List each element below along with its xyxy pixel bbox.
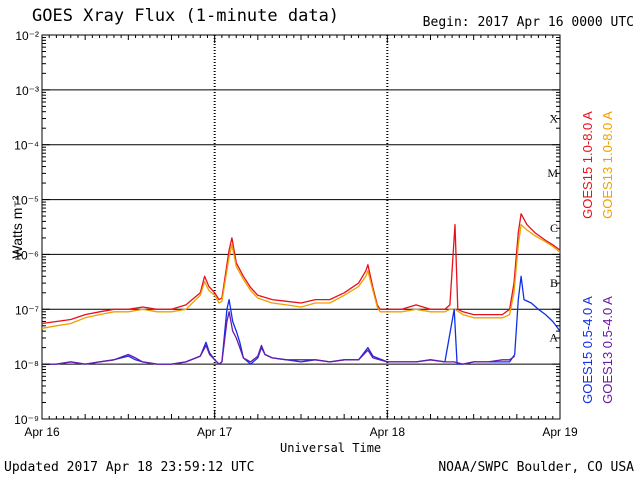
flare-class-label: X <box>549 111 558 125</box>
y-tick-label: 10⁻⁶ <box>14 248 39 262</box>
begin-time-label: Begin: 2017 Apr 16 0000 UTC <box>422 15 634 30</box>
x-tick-label: Apr 19 <box>542 425 578 439</box>
y-axis-label: Watts m⁻² <box>9 195 25 258</box>
x-tick-label: Apr 16 <box>24 425 60 439</box>
series-line <box>41 213 561 325</box>
updated-timestamp: Updated 2017 Apr 18 23:59:12 UTC <box>4 460 255 475</box>
x-axis-label: Universal Time <box>280 441 382 455</box>
legend: GOES15 1.0-8.0 A GOES13 1.0-8.0 A GOES15 0… <box>580 111 615 404</box>
y-tick-label: 10⁻⁷ <box>15 303 39 317</box>
flare-class-label: A <box>549 331 558 345</box>
y-tick-label: 10⁻⁸ <box>14 358 39 372</box>
series-line <box>42 311 516 365</box>
y-tick-label: 10⁻⁴ <box>14 139 39 153</box>
legend-entry: GOES15 0.5-4.0 A <box>580 296 595 404</box>
series-line <box>41 223 561 329</box>
credit-label: NOAA/SWPC Boulder, CO USA <box>438 460 634 475</box>
chart-title: GOES Xray Flux (1-minute data) <box>32 6 340 26</box>
x-tick-label: Apr 17 <box>197 425 233 439</box>
y-tick-label: 10⁻⁵ <box>14 194 39 208</box>
data-series <box>41 213 561 365</box>
legend-entry: GOES13 0.5-4.0 A <box>600 296 615 404</box>
grid-lines <box>42 35 560 419</box>
flare-class-label: B <box>550 276 558 290</box>
x-tick-label: Apr 18 <box>370 425 406 439</box>
flare-class-label: C <box>550 221 558 235</box>
legend-entry: GOES13 1.0-8.0 A <box>600 111 615 219</box>
legend-entry: GOES15 1.0-8.0 A <box>580 111 595 219</box>
y-tick-label: 10⁻⁹ <box>14 413 39 427</box>
flare-class-label: M <box>547 166 558 180</box>
y-tick-label: 10⁻³ <box>15 84 39 98</box>
y-tick-label: 10⁻² <box>15 29 39 43</box>
